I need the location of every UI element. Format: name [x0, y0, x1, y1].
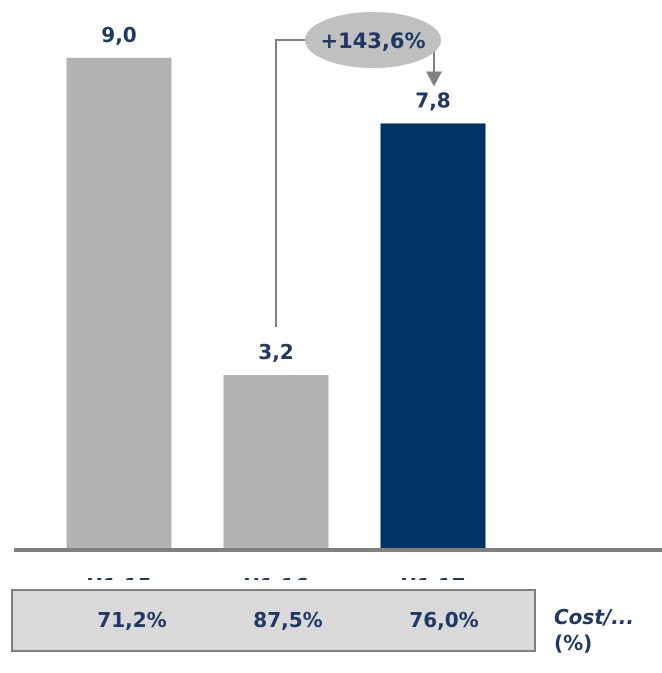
ratio-value-h1-17: 76,0%	[409, 608, 479, 632]
growth-arrowhead	[426, 71, 442, 87]
category-label-h1-15: H1 15	[86, 574, 151, 580]
category-label-h1-17: H1 17	[400, 574, 465, 580]
bar-h1-15	[66, 57, 172, 550]
growth-bubble-cover	[305, 12, 441, 68]
bar-h1-16	[223, 375, 329, 550]
ratio-side-label: Cost/... (%)	[554, 604, 662, 656]
ratio-table: 71,2% 87,5% 76,0%	[11, 589, 536, 652]
category-label-h1-16: H1 16	[243, 574, 308, 580]
ratio-title: Cost/...	[554, 605, 634, 629]
ratio-value-h1-15: 71,2%	[97, 608, 167, 632]
value-label-h1-15: 9,0	[101, 23, 136, 47]
value-label-h1-16: 3,2	[258, 340, 293, 364]
ratio-value-h1-16: 87,5%	[253, 608, 323, 632]
value-label-h1-17: 7,8	[415, 88, 450, 112]
bar-chart: 9,0 H1 15 3,2 H1 16 7,8 H1 17 +143,6%	[14, 12, 662, 580]
ratio-unit: (%)	[554, 631, 593, 655]
bar-h1-17	[380, 123, 486, 550]
growth-label: +143,6%	[320, 29, 425, 53]
